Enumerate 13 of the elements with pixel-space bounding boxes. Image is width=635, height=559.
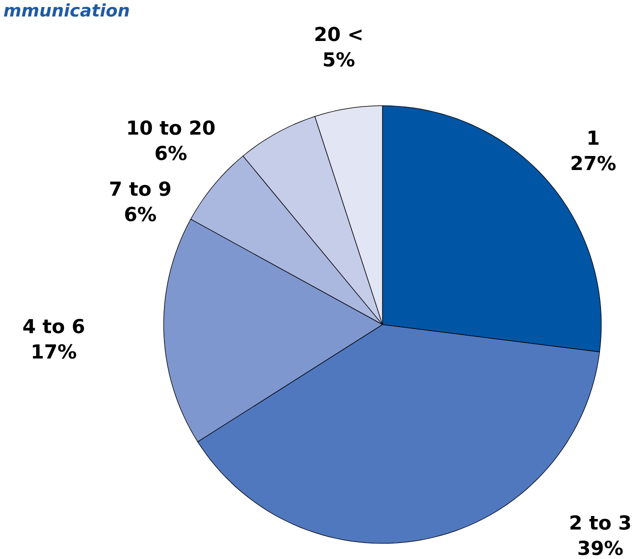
slice-label: 20 < (315, 26, 362, 42)
slice-label: 1 (588, 130, 599, 145)
slice-label: 2 to 3 (570, 515, 630, 530)
slice-label: 4 to 6 (23, 319, 84, 334)
data-label: 5% (324, 52, 354, 67)
chart-title: mmunication (4, 4, 129, 17)
data-label: 27% (572, 156, 616, 171)
data-label: 17% (32, 344, 76, 359)
data-label: 6% (125, 206, 156, 222)
data-label: 6% (156, 146, 187, 160)
data-label: 39% (578, 540, 623, 556)
slice-label: 10 to 20 (128, 120, 215, 136)
slice-label: 7 to 9 (110, 182, 170, 196)
